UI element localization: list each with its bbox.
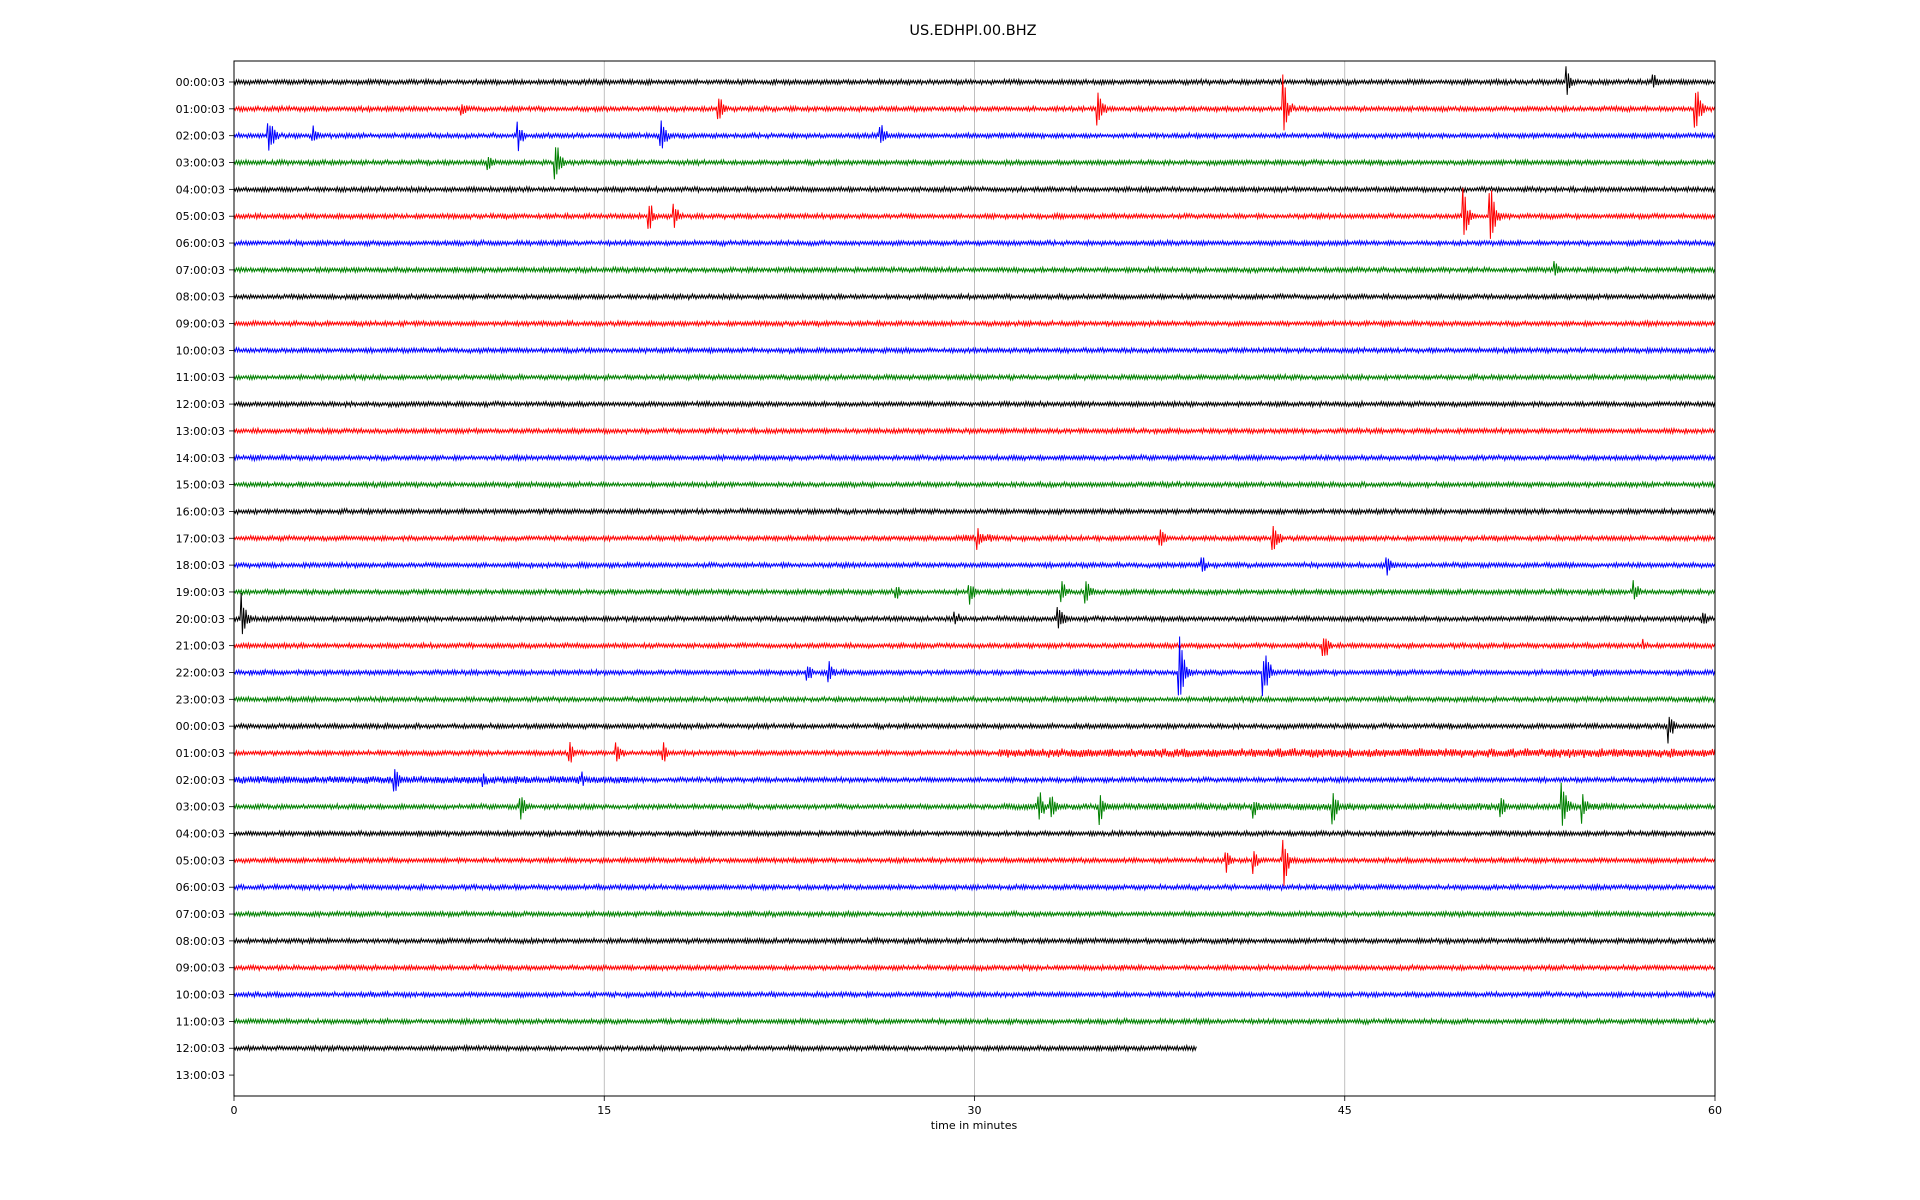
y-tick-label: 18:00:03 xyxy=(176,559,225,572)
y-tick-labels: 00:00:03 01:00:03 02:00:03 03:00:03 04:00:03… xyxy=(176,76,234,1082)
y-tick-label: 10:00:03 xyxy=(176,989,225,1002)
trace-row-3 xyxy=(233,147,1716,180)
y-tick-label: 06:00:03 xyxy=(176,237,225,250)
trace-row-10 xyxy=(233,345,1716,356)
y-tick-label: 04:00:03 xyxy=(176,828,225,841)
trace-row-29 xyxy=(233,839,1716,886)
trace-row-33 xyxy=(233,963,1716,973)
trace-row-34 xyxy=(233,989,1716,1000)
y-tick-label: 07:00:03 xyxy=(176,908,225,921)
trace-row-5 xyxy=(233,187,1716,239)
y-tick-label: 15:00:03 xyxy=(176,479,225,492)
trace-row-22 xyxy=(233,636,1716,697)
x-tick-label: 30 xyxy=(968,1104,982,1117)
y-tick-label: 01:00:03 xyxy=(176,747,225,760)
trace-row-8 xyxy=(233,292,1716,302)
trace-row-13 xyxy=(233,426,1716,436)
trace-row-20 xyxy=(233,592,1716,635)
trace-row-4 xyxy=(233,184,1716,194)
plot-frame xyxy=(233,60,1716,1097)
chart-title: US.EDHPI.00.BHZ xyxy=(909,23,1036,39)
trace-row-16 xyxy=(233,506,1716,517)
y-tick-label: 19:00:03 xyxy=(176,586,225,599)
x-tick-labels: 0 15 30 45 60 xyxy=(231,1096,1722,1117)
y-tick-label: 21:00:03 xyxy=(176,640,225,653)
trace-row-14 xyxy=(233,453,1716,463)
y-tick-label: 12:00:03 xyxy=(176,1042,225,1055)
y-tick-label: 04:00:03 xyxy=(176,183,225,196)
trace-row-7 xyxy=(233,261,1716,276)
trace-row-25 xyxy=(233,741,1716,763)
y-tick-label: 03:00:03 xyxy=(176,801,225,814)
trace-row-18 xyxy=(233,557,1716,576)
y-tick-label: 08:00:03 xyxy=(176,935,225,948)
y-tick-label: 09:00:03 xyxy=(176,318,225,331)
trace-row-21 xyxy=(233,638,1716,657)
trace-row-0 xyxy=(233,66,1716,95)
grid-lines xyxy=(603,61,1346,1096)
trace-row-23 xyxy=(233,694,1716,704)
y-tick-label: 23:00:03 xyxy=(176,693,225,706)
y-tick-label: 05:00:03 xyxy=(176,210,225,223)
trace-row-27 xyxy=(233,782,1716,826)
trace-row-31 xyxy=(233,909,1716,919)
trace-row-19 xyxy=(233,580,1716,605)
y-tick-label: 20:00:03 xyxy=(176,613,225,626)
y-tick-label: 08:00:03 xyxy=(176,291,225,304)
y-tick-label: 11:00:03 xyxy=(176,371,225,384)
x-tick-label: 60 xyxy=(1708,1104,1722,1117)
y-tick-label: 00:00:03 xyxy=(176,720,225,733)
y-tick-label: 07:00:03 xyxy=(176,264,225,277)
y-tick-label: 09:00:03 xyxy=(176,962,225,975)
y-tick-label: 13:00:03 xyxy=(176,425,225,438)
trace-row-32 xyxy=(233,936,1716,946)
x-tick-label: 15 xyxy=(597,1104,611,1117)
y-tick-label: 12:00:03 xyxy=(176,398,225,411)
y-tick-label: 10:00:03 xyxy=(176,344,225,357)
y-tick-label: 14:00:03 xyxy=(176,452,225,465)
y-tick-label: 02:00:03 xyxy=(176,130,225,143)
y-tick-label: 01:00:03 xyxy=(176,103,225,116)
y-tick-label: 13:00:03 xyxy=(176,1069,225,1082)
trace-row-30 xyxy=(233,882,1716,892)
trace-row-26 xyxy=(233,769,1716,792)
y-tick-label: 06:00:03 xyxy=(176,881,225,894)
trace-row-36 xyxy=(233,1043,1197,1053)
trace-row-6 xyxy=(233,238,1716,248)
y-tick-label: 22:00:03 xyxy=(176,666,225,679)
trace-row-24 xyxy=(233,716,1716,744)
trace-row-12 xyxy=(233,399,1716,409)
trace-row-17 xyxy=(233,525,1716,551)
y-tick-label: 11:00:03 xyxy=(176,1015,225,1028)
y-tick-label: 05:00:03 xyxy=(176,854,225,867)
trace-row-11 xyxy=(233,372,1716,382)
y-tick-label: 16:00:03 xyxy=(176,505,225,518)
x-tick-label: 45 xyxy=(1338,1104,1352,1117)
x-tick-label: 0 xyxy=(231,1104,238,1117)
y-tick-label: 02:00:03 xyxy=(176,774,225,787)
trace-row-28 xyxy=(233,828,1716,839)
trace-row-1 xyxy=(233,74,1716,131)
trace-row-15 xyxy=(233,480,1716,490)
trace-area xyxy=(233,66,1716,1053)
trace-row-9 xyxy=(233,319,1716,329)
trace-row-35 xyxy=(233,1016,1716,1027)
y-tick-label: 03:00:03 xyxy=(176,157,225,170)
y-tick-label: 00:00:03 xyxy=(176,76,225,89)
y-tick-label: 17:00:03 xyxy=(176,532,225,545)
trace-row-2 xyxy=(233,120,1716,152)
x-axis-label: time in minutes xyxy=(931,1119,1018,1132)
